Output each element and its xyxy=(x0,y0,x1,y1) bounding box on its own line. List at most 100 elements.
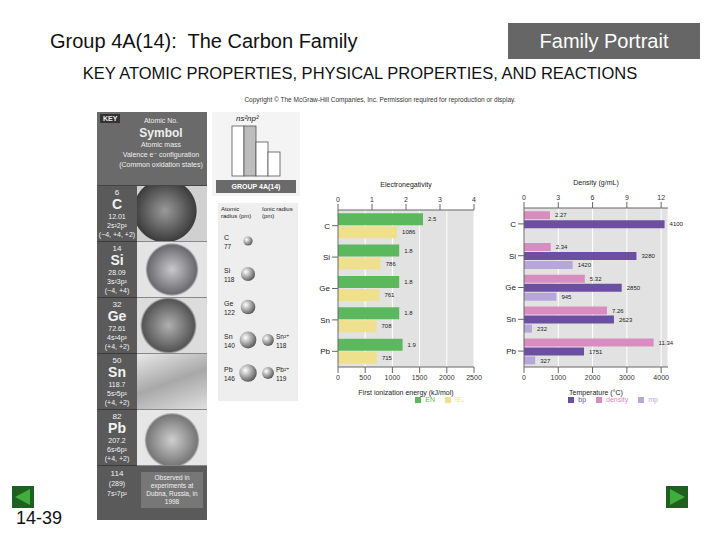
html-text:114: 114 xyxy=(110,469,124,478)
html-text:12.01: 12.01 xyxy=(108,213,126,220)
html-text:Si: Si xyxy=(110,252,124,268)
svg-text:0: 0 xyxy=(336,196,340,203)
svg-text:327: 327 xyxy=(540,358,551,364)
svg-text:Sn: Sn xyxy=(224,333,233,340)
html-text:Ionic radius (pm): Ionic radius (pm) xyxy=(262,206,293,219)
svg-text:1.9: 1.9 xyxy=(408,342,417,348)
svg-text:Si: Si xyxy=(224,267,231,274)
svg-text:Pb: Pb xyxy=(224,366,233,373)
svg-text:2.27: 2.27 xyxy=(555,212,567,218)
svg-text:12: 12 xyxy=(657,194,665,201)
svg-text:1751: 1751 xyxy=(589,349,603,355)
html-text:14: 14 xyxy=(112,244,122,253)
svg-text:1086: 1086 xyxy=(402,229,416,235)
svg-text:C: C xyxy=(224,234,229,241)
svg-text:3: 3 xyxy=(556,194,560,201)
svg-text:C: C xyxy=(510,220,516,229)
svg-text:1.8: 1.8 xyxy=(404,279,413,285)
svg-text:1000: 1000 xyxy=(550,374,566,381)
svg-text:2.34: 2.34 xyxy=(556,244,568,250)
svg-text:786: 786 xyxy=(386,261,397,267)
svg-text:1.8: 1.8 xyxy=(404,310,413,316)
html-text:32: 32 xyxy=(112,300,122,309)
svg-text:4100: 4100 xyxy=(670,221,684,227)
html-text:Copyright © The McGraw-Hill Co: Copyright © The McGraw-Hill Companies, I… xyxy=(244,96,516,103)
svg-text:1: 1 xyxy=(370,196,374,203)
svg-text:119: 119 xyxy=(276,375,287,382)
html-text:Ge: Ge xyxy=(107,308,127,324)
html-text:C: C xyxy=(111,196,123,212)
svg-text:2: 2 xyxy=(404,196,408,203)
svg-text:232: 232 xyxy=(537,326,548,332)
svg-text:2000: 2000 xyxy=(439,374,455,381)
svg-text:Pb: Pb xyxy=(320,347,330,356)
svg-text:0: 0 xyxy=(522,374,526,381)
svg-text:3280: 3280 xyxy=(641,253,655,259)
svg-text:122: 122 xyxy=(224,309,235,316)
svg-text:Pb²⁺: Pb²⁺ xyxy=(276,366,290,373)
svg-text:945: 945 xyxy=(561,294,572,300)
html-text:Valence e⁻ configuration: Valence e⁻ configuration xyxy=(122,151,200,158)
svg-text:Sn: Sn xyxy=(506,315,516,324)
html-text:(Common oxidation states): (Common oxidation states) xyxy=(119,161,203,168)
html-text:Group 4A(14): The Carbon Famil: Group 4A(14): The Carbon Family xyxy=(50,30,358,52)
svg-text:4: 4 xyxy=(472,196,476,203)
svg-text:3: 3 xyxy=(438,196,442,203)
svg-text:77: 77 xyxy=(224,243,232,250)
svg-text:1500: 1500 xyxy=(412,374,428,381)
svg-text:140: 140 xyxy=(224,342,235,349)
svg-text:146: 146 xyxy=(224,375,235,382)
svg-text:Sn²⁺: Sn²⁺ xyxy=(276,333,290,340)
svg-text:Temperature (°C): Temperature (°C) xyxy=(569,389,623,397)
svg-text:Electronegativity: Electronegativity xyxy=(380,181,432,189)
svg-text:761: 761 xyxy=(384,292,395,298)
html-text:82: 82 xyxy=(112,412,122,421)
svg-text:2623: 2623 xyxy=(619,317,633,323)
svg-text:6: 6 xyxy=(591,194,595,201)
svg-text:118: 118 xyxy=(224,276,235,283)
html-text:Sn: Sn xyxy=(108,364,126,380)
svg-text:9: 9 xyxy=(625,194,629,201)
svg-text:11.34: 11.34 xyxy=(659,340,674,346)
svg-text:Ge: Ge xyxy=(224,300,233,307)
svg-text:0: 0 xyxy=(522,194,526,201)
svg-text:708: 708 xyxy=(382,323,393,329)
html-text:14-39: 14-39 xyxy=(16,508,62,528)
svg-text:0: 0 xyxy=(336,374,340,381)
html-text:Atomic radius (pm): Atomic radius (pm) xyxy=(221,206,252,219)
svg-text:1.8: 1.8 xyxy=(404,248,413,254)
svg-text:2500: 2500 xyxy=(466,374,482,381)
svg-text:Ge: Ge xyxy=(319,284,330,293)
svg-text:2.5: 2.5 xyxy=(428,216,437,222)
svg-text:Ge: Ge xyxy=(505,283,516,292)
svg-text:715: 715 xyxy=(382,355,393,361)
svg-text:3000: 3000 xyxy=(619,374,635,381)
html-text:Observed in experiments at Dub: Observed in experiments at Dubna, Russia… xyxy=(146,474,198,505)
svg-text:First ionization energy (kJ/mo: First ionization energy (kJ/mol) xyxy=(358,389,453,397)
svg-text:118: 118 xyxy=(276,342,287,349)
svg-text:Pb: Pb xyxy=(506,347,516,356)
svg-text:Si: Si xyxy=(323,253,330,262)
html-text:KEY: KEY xyxy=(103,115,118,122)
svg-text:C: C xyxy=(324,222,330,231)
svg-text:500: 500 xyxy=(359,374,371,381)
svg-text:1000: 1000 xyxy=(385,374,401,381)
html-text:Atomic No.: Atomic No. xyxy=(143,117,179,124)
svg-text:2850: 2850 xyxy=(627,285,641,291)
html-text:Pb: Pb xyxy=(108,420,126,436)
svg-text:Si: Si xyxy=(509,252,516,261)
html-text:2s²2p²: 2s²2p² xyxy=(107,222,127,229)
html-text:KEY ATOMIC PROPERTIES, PHYSICA: KEY ATOMIC PROPERTIES, PHYSICAL PROPERTI… xyxy=(82,64,638,82)
svg-text:Density (g/mL): Density (g/mL) xyxy=(573,179,619,187)
html-text:50: 50 xyxy=(112,356,122,365)
svg-text:Sn: Sn xyxy=(320,316,330,325)
svg-text:7.26: 7.26 xyxy=(612,308,624,314)
svg-text:2000: 2000 xyxy=(585,374,601,381)
html-text:Family Portrait: Family Portrait xyxy=(539,30,669,52)
svg-text:1420: 1420 xyxy=(578,262,592,268)
html-text:Symbol: Symbol xyxy=(139,126,183,140)
html-text:Atomic mass: Atomic mass xyxy=(141,141,181,148)
svg-text:4000: 4000 xyxy=(653,374,669,381)
svg-text:5.32: 5.32 xyxy=(590,276,602,282)
html-text:ns²np²: ns²np² xyxy=(236,114,259,123)
